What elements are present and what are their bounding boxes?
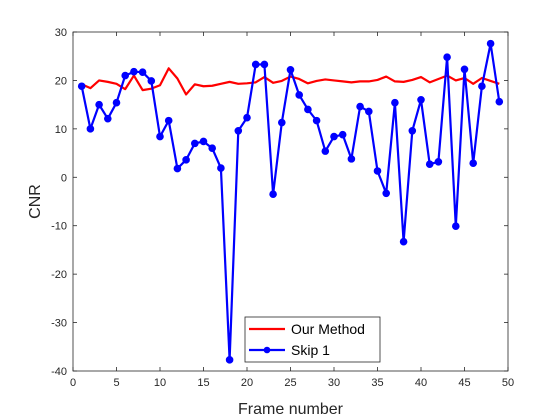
data-point-skip-1 [234, 126, 243, 135]
x-tick-label: 50 [502, 377, 514, 389]
data-point-skip-1 [304, 105, 312, 114]
y-axis-label: CNR [27, 184, 44, 219]
data-point-skip-1 [243, 113, 251, 122]
data-point-skip-1 [295, 91, 304, 99]
data-point-skip-1 [225, 356, 234, 364]
tick-layer: 0 5 10 15 20 25 30 35 40 45 50 -40 -30 -20 -10 0 10 20 30 [51, 27, 514, 389]
data-point-skip-1 [365, 107, 373, 116]
series-line-our-method [81, 67, 500, 96]
data-point-skip-1 [199, 137, 208, 146]
data-point-skip-1 [208, 144, 216, 153]
data-point-skip-1 [130, 67, 138, 76]
legend-label-our-method: Our Method [291, 321, 365, 337]
data-point-skip-1 [399, 237, 408, 246]
y-tick-label: -30 [51, 318, 67, 330]
legend-marker-skip-1 [263, 346, 271, 354]
data-point-skip-1 [495, 97, 504, 106]
legend: Our Method Skip 1 [244, 316, 381, 363]
data-point-skip-1 [460, 65, 469, 74]
y-tick-label: 0 [61, 172, 67, 184]
data-point-skip-1 [104, 114, 112, 123]
x-tick-label: 15 [197, 377, 209, 389]
data-point-skip-1 [443, 53, 451, 61]
data-point-skip-1 [173, 164, 182, 173]
data-point-skip-1 [469, 159, 478, 168]
y-tick-label: -20 [51, 269, 67, 281]
x-tick-label: 10 [154, 377, 166, 389]
data-point-skip-1 [164, 116, 173, 125]
x-tick-label: 5 [113, 377, 119, 389]
y-tick-label: 20 [55, 75, 67, 87]
data-point-skip-1 [269, 190, 277, 199]
x-tick-label: 25 [284, 377, 296, 389]
x-tick-label: 45 [458, 377, 470, 389]
data-point-skip-1 [356, 102, 364, 111]
data-point-skip-1 [251, 60, 260, 69]
data-point-skip-1 [182, 156, 190, 164]
x-axis-label: Frame number [238, 401, 344, 418]
data-point-skip-1 [86, 125, 95, 133]
series-layer [77, 39, 504, 364]
data-point-skip-1 [452, 222, 460, 230]
data-point-skip-1 [95, 100, 103, 109]
y-tick-label: 30 [55, 27, 67, 39]
legend-box [244, 316, 381, 363]
data-point-skip-1 [191, 139, 199, 148]
data-point-skip-1 [338, 130, 347, 139]
plot-area [73, 32, 508, 371]
data-point-skip-1 [417, 96, 425, 104]
data-point-skip-1 [217, 164, 225, 172]
y-tick-label: -40 [51, 366, 67, 378]
x-tick-label: 35 [371, 377, 383, 389]
legend-label-skip-1: Skip 1 [291, 342, 330, 358]
data-point-skip-1 [112, 98, 121, 107]
y-tick-label: -10 [51, 221, 67, 233]
x-tick-label: 30 [328, 377, 340, 389]
data-point-skip-1 [156, 132, 164, 141]
data-point-skip-1 [391, 98, 399, 107]
data-point-skip-1 [278, 118, 286, 127]
data-point-skip-1 [434, 157, 443, 166]
x-tick-label: 40 [415, 377, 427, 389]
data-point-skip-1 [373, 167, 382, 175]
y-tick-label: 10 [55, 124, 67, 136]
data-point-skip-1 [425, 160, 434, 169]
data-point-skip-1 [408, 126, 417, 135]
data-point-skip-1 [77, 82, 86, 91]
data-point-skip-1 [486, 39, 495, 48]
data-point-skip-1 [347, 155, 356, 163]
data-point-skip-1 [286, 65, 295, 74]
x-tick-label: 20 [241, 377, 253, 389]
data-point-skip-1 [147, 77, 156, 85]
data-point-skip-1 [260, 60, 269, 69]
data-point-skip-1 [321, 147, 330, 155]
data-point-skip-1 [382, 189, 391, 198]
data-point-skip-1 [330, 132, 338, 141]
data-point-skip-1 [121, 71, 129, 80]
x-tick-label: 0 [70, 377, 76, 389]
data-point-skip-1 [138, 68, 147, 76]
data-point-skip-1 [312, 116, 321, 125]
data-point-skip-1 [478, 82, 486, 91]
